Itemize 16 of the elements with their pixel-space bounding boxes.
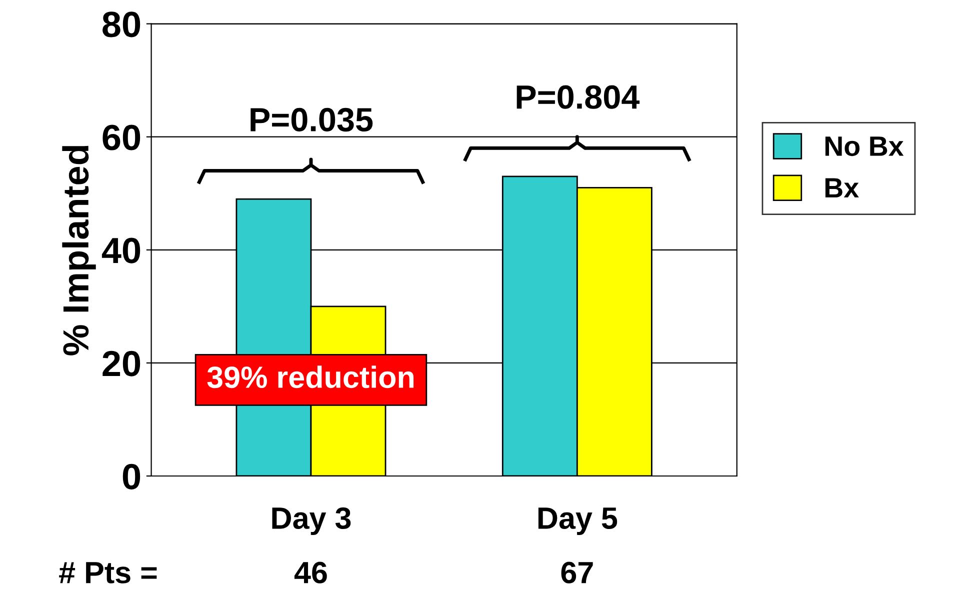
y-tick-label: 0 <box>122 464 140 490</box>
legend-label: No Bx <box>825 136 904 156</box>
annotation: P=0.035 <box>250 108 373 132</box>
y-tick-label: 60 <box>102 124 140 150</box>
annotation: 39% reduction <box>207 366 414 388</box>
y-axis-title: % Implanted <box>62 146 96 356</box>
y-tick-label: 80 <box>102 12 140 38</box>
y-tick-label: 20 <box>102 350 140 376</box>
text: 67 <box>561 562 593 584</box>
text: 46 <box>294 562 327 584</box>
y-tick-label: 40 <box>102 238 140 264</box>
x-tick-label: Day 5 <box>538 508 618 536</box>
legend-label: Bx <box>825 178 859 198</box>
text: # Pts = <box>59 562 157 584</box>
annotation: P=0.804 <box>516 85 640 109</box>
x-tick-label: Day 3 <box>272 507 351 536</box>
